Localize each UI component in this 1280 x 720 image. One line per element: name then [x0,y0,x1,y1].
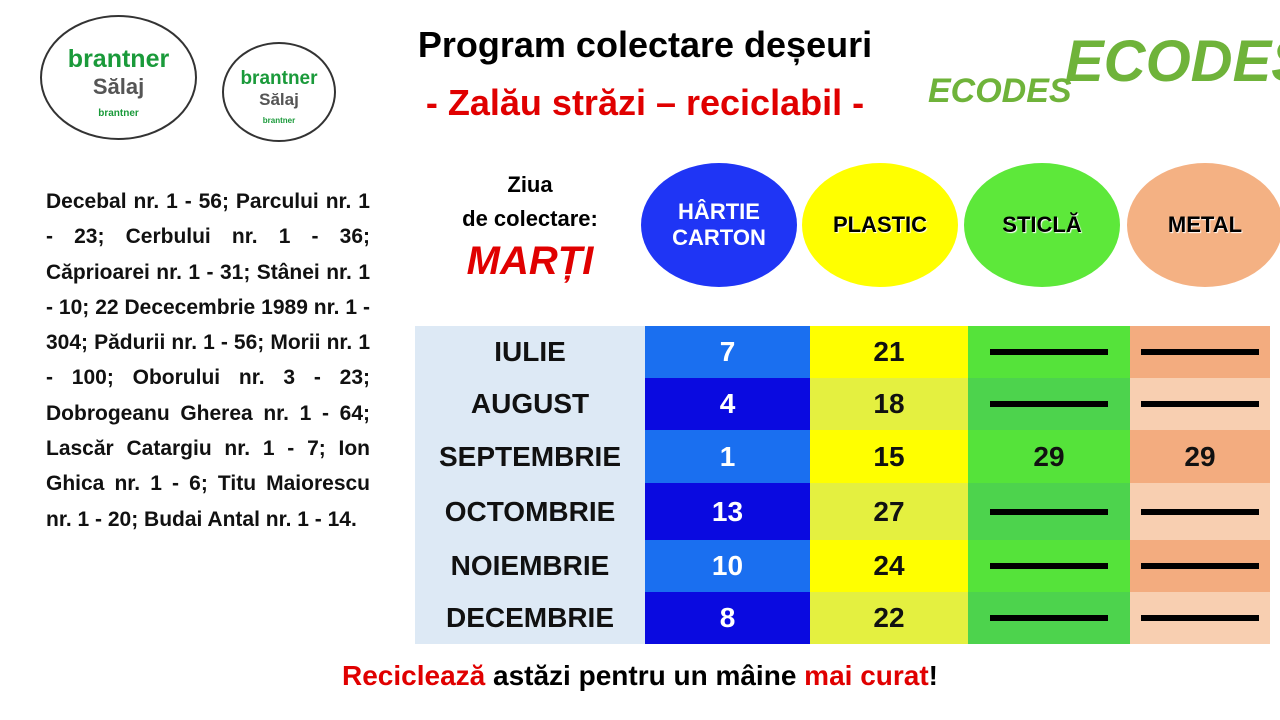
table-row: DECEMBRIE 8 22 [415,592,1270,644]
date-cell: 13 [645,483,810,540]
date-cell: 21 [810,326,968,378]
table-row: SEPTEMBRIE 1 15 29 29 [415,430,1270,483]
dash [1141,563,1259,569]
date-cell: 7 [645,326,810,378]
table-cell [968,326,1130,378]
day-block: Ziua de colectare: MARȚI [440,168,620,286]
dash [990,615,1108,621]
month: DECEMBRIE [415,592,645,644]
footer-text: ! [928,660,938,691]
day-value: MARȚI [466,239,594,283]
bin-circle: METAL [1127,163,1280,287]
logo-large: brantner Sălaj brantner [40,15,197,140]
dash [990,401,1108,407]
dash [1141,349,1259,355]
month: NOIEMBRIE [415,540,645,592]
table-cell [968,483,1130,540]
table-cell [1130,326,1270,378]
table-row: IULIE 7 21 [415,326,1270,378]
table-row: OCTOMBRIE 13 27 [415,483,1270,540]
bin-label: CARTON [672,225,766,250]
date-cell: 10 [645,540,810,592]
month: SEPTEMBRIE [415,430,645,483]
table-cell [1130,592,1270,644]
dash [990,508,1108,515]
footer-text: Reciclează [342,660,486,691]
table-cell [1130,540,1270,592]
dash [1141,401,1259,407]
dash [990,563,1108,569]
date-cell: 27 [810,483,968,540]
table-cell [1130,483,1270,540]
ecodes-logo-small: ECODES [928,72,1072,110]
day-label: de colectare: [462,206,598,231]
logo-brand: brantner [240,68,318,89]
streets: Decebal nr. 1 - 56; Parcului nr. 1 - 23;… [46,190,370,531]
dash [1141,508,1259,515]
month: IULIE [415,326,645,378]
dash [1141,615,1259,621]
date-cell: 24 [810,540,968,592]
month: AUGUST [415,378,645,430]
date-cell: 22 [810,592,968,644]
footer-text: astăzi pentru un mâine [485,660,805,691]
month: OCTOMBRIE [415,483,645,540]
logo-small: brantner [262,116,296,125]
logo-brand: brantner [67,45,170,73]
date-cell: 18 [810,378,968,430]
ecodes-logo-large: ECODES [1065,29,1280,94]
bin-circle: STICLĂ [964,163,1120,287]
logo-medium: brantner Sălaj brantner [222,42,336,142]
title: Program colectare deșeuri [417,24,873,65]
table-cell [1130,378,1270,430]
table-cell [968,378,1130,430]
table-row: AUGUST 4 18 [415,378,1270,430]
subtitle: - Zalău străzi – reciclabil - [425,82,865,123]
date-cell: 1 [645,430,810,483]
bin-label: HÂRTIE [678,199,760,224]
table-cell [968,540,1130,592]
footer-text: mai curat [804,660,929,691]
table-row: NOIEMBRIE 10 24 [415,540,1270,592]
table-cell [968,592,1130,644]
bin-label: METAL [1167,212,1243,237]
bin-label: PLASTIC [832,212,928,237]
bin-label: STICLĂ [1002,212,1082,237]
schedule-table: IULIE 7 21 AUGUST 4 18 SEPTEMBRIE 1 15 29 29 OCTOMB… [415,326,1270,644]
date-cell: 4 [645,378,810,430]
logo-region: Sălaj [92,74,145,99]
date-cell: 29 [1130,430,1270,483]
date-cell: 29 [968,430,1130,483]
logo-region: Sălaj [259,90,299,109]
bin-circle: PLASTIC [802,163,958,287]
logo-small: brantner [98,108,139,119]
date-cell: 15 [810,430,968,483]
dash [990,349,1108,355]
date-cell: 8 [645,592,810,644]
day-label: Ziua [507,172,553,197]
footer: Reciclează astăzi pentru un mâine mai cu… [0,660,1280,692]
bin-circle: HÂRTIE CARTON [641,163,797,287]
